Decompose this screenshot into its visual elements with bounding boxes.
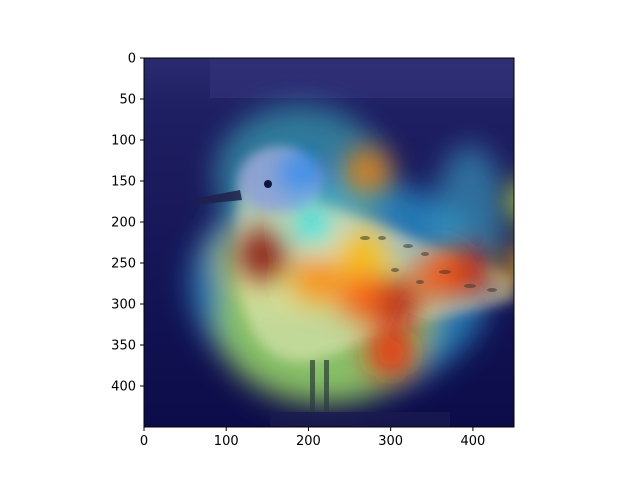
heat-hotspot <box>293 256 340 303</box>
y-tick-label: 350 <box>111 339 136 354</box>
heat-hotspot <box>294 209 331 246</box>
heat-hotspot <box>338 272 386 320</box>
y-tick-label: 200 <box>111 216 136 231</box>
x-tick-label: 0 <box>140 434 148 449</box>
y-tick-label: 400 <box>111 380 136 395</box>
plot-area <box>144 58 514 427</box>
heat-hotspots <box>237 148 514 378</box>
wing-spots <box>360 236 497 292</box>
y-tick-label: 300 <box>111 298 136 313</box>
y-axis: 0 50 100 150 200 250 300 350 400 <box>111 52 144 395</box>
y-tick-label: 100 <box>111 134 136 149</box>
bird-leg-right <box>324 360 329 415</box>
heat-hotspot <box>366 329 415 378</box>
heat-hotspot <box>339 232 385 278</box>
y-tick-label: 250 <box>111 257 136 272</box>
x-tick-label: 200 <box>296 434 321 449</box>
x-tick-label: 400 <box>460 434 485 449</box>
x-axis: 0 100 200 300 400 <box>140 427 485 449</box>
x-tick-label: 100 <box>214 434 239 449</box>
heat-hotspot <box>509 188 514 215</box>
top-band <box>210 58 514 98</box>
x-tick-label: 300 <box>378 434 403 449</box>
perch <box>270 412 450 427</box>
heat-hotspot <box>344 148 391 195</box>
bird-eye <box>264 180 272 188</box>
bird-beak <box>193 190 242 205</box>
heat-hotspot <box>283 155 318 190</box>
heat-hotspot <box>416 251 464 299</box>
heat-hotspot <box>237 228 290 281</box>
y-tick-label: 0 <box>128 52 136 67</box>
y-tick-label: 50 <box>119 93 136 108</box>
heat-hotspot <box>508 251 514 283</box>
y-tick-label: 150 <box>111 175 136 190</box>
plot-frame <box>143 57 515 428</box>
bird-leg-left <box>310 360 315 415</box>
